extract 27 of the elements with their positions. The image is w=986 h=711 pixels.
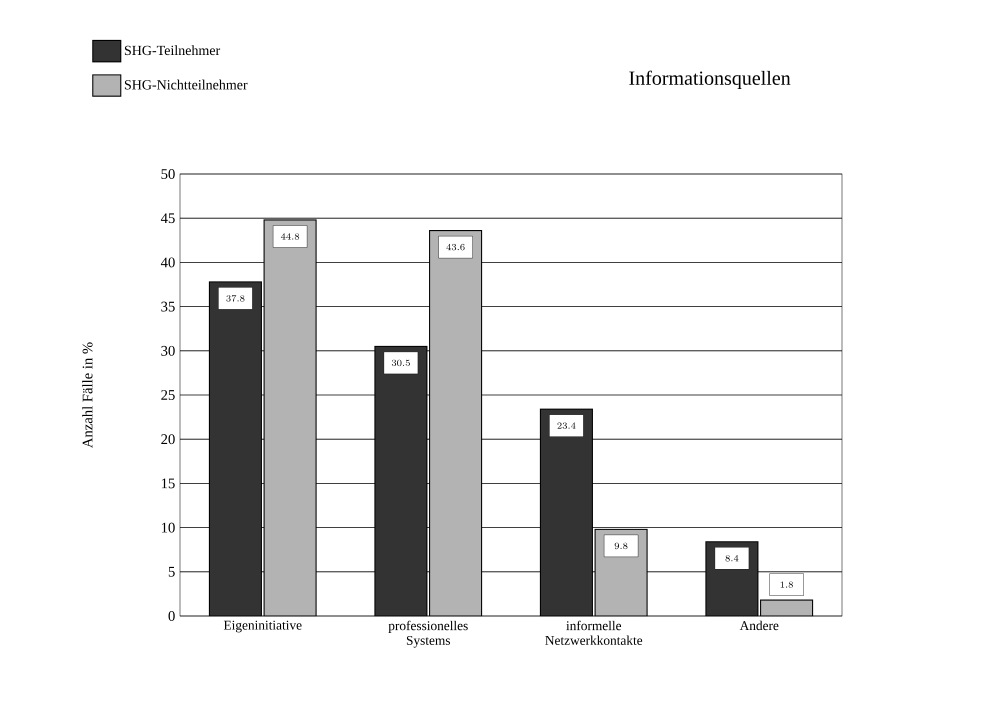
y-tick-label: 30 (161, 346, 175, 356)
data-label: 44. 8 (280, 233, 300, 240)
y-axis-title: Anzahl Fälle in % (82, 342, 93, 448)
y-tick-label: 5 (168, 566, 175, 577)
data-label: 37. 8 (226, 295, 244, 302)
y-tick-label: 45 (160, 213, 175, 224)
x-tick-label: professionelles Systems (388, 620, 468, 648)
x-tick-label: informelle Netzwerkkontakte (545, 620, 642, 645)
y-tick-label: 35 (161, 302, 175, 312)
data-label: 8 .4 (726, 554, 738, 562)
y-tick-label: 10 (162, 522, 175, 533)
legend-label: SHG-Nichtteilnehmer (124, 80, 248, 90)
x-tick-label: Andere (740, 620, 778, 630)
data-label: 9 . 8 (614, 542, 628, 550)
legend-label: SHG-Teilnehmer (124, 45, 220, 56)
y-tick-label: 50 (161, 169, 175, 179)
data-label: 1 . 8 (780, 581, 793, 588)
x-tick-label: Eigeninitiative (224, 620, 302, 632)
y-tick-label: 15 (162, 478, 175, 488)
data-label: 43 . 6 (446, 244, 465, 250)
y-tick-label: 40 (160, 257, 175, 268)
data-label: 30 . 5 (392, 360, 410, 366)
y-tick-label: 20 (161, 434, 175, 444)
chart-title: Informationsquellen (629, 70, 790, 89)
y-tick-label: 0 (168, 611, 175, 621)
data-label: 23 .4 (557, 422, 576, 429)
y-tick-label: 25 (161, 390, 175, 400)
